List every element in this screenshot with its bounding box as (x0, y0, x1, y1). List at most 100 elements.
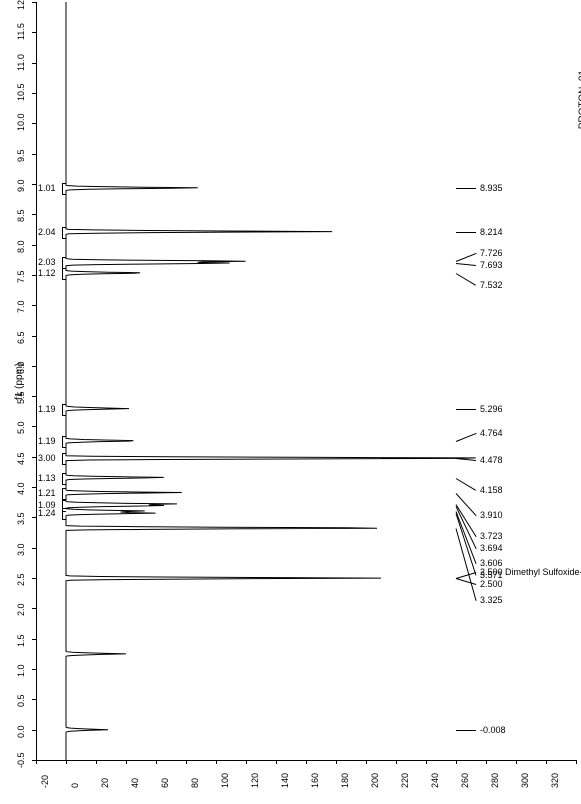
ppm-tick-label: 11.0 (16, 54, 26, 71)
ppm-tick (32, 154, 36, 155)
integral-value: 1.21 (38, 488, 56, 498)
intensity-tick-label: 60 (160, 778, 170, 788)
intensity-tick-label: 200 (370, 773, 380, 788)
ppm-tick (32, 245, 36, 246)
ppm-tick (32, 457, 36, 458)
intensity-tick-label: -20 (40, 775, 50, 788)
peak-label: 3.694 (480, 543, 503, 553)
integral-value: 1.13 (38, 473, 56, 483)
ppm-tick-label: 12.0 (16, 0, 26, 10)
intensity-tick (126, 760, 127, 764)
ppm-tick-label: 9.5 (16, 149, 26, 162)
peak-lead-line (456, 232, 476, 233)
peak-lead-line (456, 730, 476, 731)
ppm-tick-label: 10.0 (16, 114, 26, 132)
ppm-tick (32, 2, 36, 3)
ppm-tick (32, 517, 36, 518)
ppm-tick (32, 699, 36, 700)
ppm-tick-label: 1.5 (16, 634, 26, 647)
integral-bracket (62, 436, 66, 448)
intensity-tick (426, 760, 427, 764)
peak-label: 4.478 (480, 455, 503, 465)
ppm-tick-label: 8.0 (16, 240, 26, 253)
ppm-tick (32, 305, 36, 306)
peak-label: 8.935 (480, 183, 503, 193)
ppm-tick (32, 336, 36, 337)
ppm-tick-label: 6.0 (16, 361, 26, 374)
intensity-tick (66, 760, 67, 764)
intensity-tick (396, 760, 397, 764)
intensity-tick (216, 760, 217, 764)
ppm-tick-label: -0.5 (16, 752, 26, 768)
integral-bracket (62, 508, 66, 520)
intensity-tick-label: 300 (520, 773, 530, 788)
intensity-tick (486, 760, 487, 764)
ppm-tick (32, 184, 36, 185)
integral-value: 1.19 (38, 404, 56, 414)
ppm-tick-label: 3.0 (16, 543, 26, 556)
integral-bracket (62, 404, 66, 416)
intensity-tick-label: 160 (310, 773, 320, 788)
integral-value: 3.00 (38, 453, 56, 463)
ppm-tick-label: 0.5 (16, 695, 26, 708)
intensity-tick-label: 40 (130, 778, 140, 788)
intensity-tick (156, 760, 157, 764)
peak-label: 2.500 Dimethyl Sulfoxide-d6 (480, 567, 581, 577)
nmr-plot (36, 2, 576, 762)
peak-lead-line (456, 409, 476, 410)
intensity-tick-label: 220 (400, 773, 410, 788)
intensity-tick-label: 0 (70, 783, 80, 788)
intensity-tick (456, 760, 457, 764)
ppm-tick (32, 548, 36, 549)
ppm-tick (32, 32, 36, 33)
integral-bracket (62, 488, 66, 500)
intensity-tick (246, 760, 247, 764)
intensity-tick-label: 320 (550, 773, 560, 788)
ppm-tick-label: 1.0 (16, 665, 26, 678)
intensity-tick (186, 760, 187, 764)
peak-label: 3.325 (480, 595, 503, 605)
ppm-tick-label: 7.5 (16, 270, 26, 283)
ppm-tick (32, 639, 36, 640)
ppm-tick (32, 426, 36, 427)
ppm-tick-label: 0.0 (16, 725, 26, 738)
peak-lead-line (456, 188, 476, 189)
integral-bracket (62, 453, 66, 465)
ppm-tick (32, 93, 36, 94)
ppm-tick (32, 669, 36, 670)
ppm-tick-label: 5.0 (16, 422, 26, 435)
intensity-tick-label: 20 (100, 778, 110, 788)
spectrum-trace (36, 2, 576, 760)
ppm-tick (32, 123, 36, 124)
ppm-tick-label: 2.0 (16, 604, 26, 617)
peak-label: 5.296 (480, 404, 503, 414)
intensity-tick-label: 120 (250, 773, 260, 788)
peak-label: 4.158 (480, 485, 503, 495)
intensity-tick (96, 760, 97, 764)
peak-label: 2.500 (480, 579, 503, 589)
intensity-tick (336, 760, 337, 764)
ppm-tick-label: 4.0 (16, 483, 26, 496)
peak-label: 8.214 (480, 227, 503, 237)
ppm-tick (32, 730, 36, 731)
intensity-tick-label: 100 (220, 773, 230, 788)
integral-bracket (62, 473, 66, 485)
integral-value: 1.01 (38, 183, 56, 193)
intensity-tick (276, 760, 277, 764)
integral-value: 2.03 (38, 257, 56, 267)
peak-label: -0.008 (480, 725, 506, 735)
ppm-tick-label: 9.0 (16, 179, 26, 192)
integral-bracket (62, 268, 66, 280)
ppm-tick-label: 6.5 (16, 331, 26, 344)
integral-value: 1.19 (38, 436, 56, 446)
intensity-tick-label: 240 (430, 773, 440, 788)
intensity-tick (366, 760, 367, 764)
intensity-tick-label: 180 (340, 773, 350, 788)
peak-label: 3.910 (480, 510, 503, 520)
spectrum-title: PROTON_01 (577, 70, 581, 129)
intensity-tick-label: 140 (280, 773, 290, 788)
intensity-tick-label: 80 (190, 778, 200, 788)
ppm-tick (32, 608, 36, 609)
integral-bracket (62, 183, 66, 195)
intensity-tick (546, 760, 547, 764)
